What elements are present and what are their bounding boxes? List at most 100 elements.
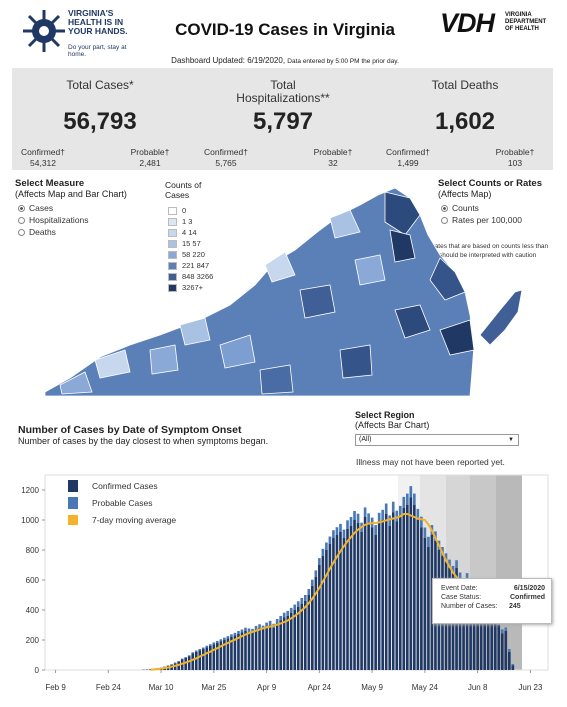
bar xyxy=(490,613,494,670)
bar xyxy=(321,556,325,670)
legend-label: 1 3 xyxy=(182,217,193,226)
rate-options: Counts Rates per 100,000 xyxy=(441,202,522,226)
y-tick-label: 1200 xyxy=(21,486,39,495)
bar xyxy=(493,619,497,670)
bar xyxy=(282,612,286,618)
x-tick-label: Feb 24 xyxy=(96,683,121,692)
radio-label: Cases xyxy=(29,203,54,213)
region-dropdown[interactable]: (All) ▼ xyxy=(355,434,519,446)
map-state xyxy=(44,187,475,397)
kpi-value: 1,602 xyxy=(434,108,496,135)
bar xyxy=(194,652,198,670)
legend-row: 4 14 xyxy=(168,227,213,238)
bar xyxy=(205,647,209,670)
measure-options: Cases Hospitalizations Deaths xyxy=(18,202,89,238)
legend-swatch xyxy=(68,480,78,492)
bar xyxy=(405,505,409,670)
kpi-confirmed-label: Confirmed† xyxy=(21,147,65,157)
lag-band xyxy=(496,475,522,670)
y-tick-label: 600 xyxy=(26,576,40,585)
rate-title: Select Counts or Rates xyxy=(438,178,542,189)
tooltip: Event Date: 6/15/2020 Case Status: Confi… xyxy=(432,578,552,624)
kpi-probable: 103 xyxy=(507,158,523,168)
legend-swatch xyxy=(168,207,177,216)
bar xyxy=(240,629,244,633)
bar xyxy=(279,620,282,670)
bar xyxy=(374,525,377,535)
radio-option[interactable]: Counts xyxy=(441,202,522,214)
bar xyxy=(405,493,409,505)
bar xyxy=(339,523,342,532)
kpi-confirmed: 1,499 xyxy=(397,158,419,168)
bar xyxy=(237,631,240,634)
bar xyxy=(198,650,202,670)
bar xyxy=(384,503,388,514)
radio-option[interactable]: Deaths xyxy=(18,226,89,238)
bar xyxy=(507,649,511,652)
bar xyxy=(398,517,402,670)
bar xyxy=(409,497,413,670)
radio-label: Counts xyxy=(452,203,479,213)
region-subtitle: (Affects Bar Chart) xyxy=(355,420,430,430)
legend-row: 15 57 xyxy=(168,238,213,249)
radio-button[interactable] xyxy=(18,217,25,225)
bar xyxy=(370,527,374,670)
kpi-value: 5,797 xyxy=(252,108,314,135)
bar xyxy=(244,631,247,670)
bar xyxy=(346,529,349,670)
bar xyxy=(209,646,212,670)
legend-row: 1 3 xyxy=(168,216,213,227)
bar xyxy=(342,538,346,670)
bar xyxy=(258,628,261,670)
bar xyxy=(409,486,413,498)
radio-button[interactable] xyxy=(441,217,448,225)
radio-button[interactable] xyxy=(18,229,25,237)
bar xyxy=(187,655,191,657)
bar xyxy=(254,625,258,630)
slogan: VIRGINIA'S HEALTH IS IN YOUR HANDS. xyxy=(68,8,128,36)
legend-swatch xyxy=(168,218,177,227)
bar xyxy=(223,637,226,640)
legend-swatch xyxy=(168,240,177,249)
bar xyxy=(402,496,406,508)
bar xyxy=(381,520,384,670)
legend-label: Probable Cases xyxy=(92,498,152,508)
bar xyxy=(374,535,377,670)
rate-note: Rates that are based on counts less than… xyxy=(430,243,549,259)
bar xyxy=(261,629,265,670)
x-tick-label: Apr 9 xyxy=(257,683,277,692)
bar xyxy=(427,547,430,670)
bar xyxy=(462,586,465,670)
map-legend-title: Counts of Cases xyxy=(165,180,202,200)
bar xyxy=(230,637,233,670)
rate-subtitle: (Affects Map) xyxy=(438,189,492,199)
legend-swatch xyxy=(68,515,78,525)
bar xyxy=(268,620,272,625)
bar xyxy=(279,616,282,621)
bar xyxy=(511,665,515,670)
bar xyxy=(272,628,275,670)
tooltip-count: 245 xyxy=(509,603,521,610)
radio-option[interactable]: Cases xyxy=(18,202,89,214)
radio-option[interactable]: Rates per 100,000 xyxy=(441,214,522,226)
bar xyxy=(395,510,399,522)
legend-swatch xyxy=(168,251,177,260)
bar xyxy=(296,607,300,670)
bar xyxy=(430,535,434,670)
bar xyxy=(226,636,230,639)
bar xyxy=(483,604,487,670)
bar xyxy=(307,595,311,670)
radio-button[interactable] xyxy=(18,205,25,213)
logo-virus xyxy=(23,10,65,52)
bar xyxy=(332,538,335,670)
bar xyxy=(413,493,416,505)
bar xyxy=(388,515,392,526)
bar xyxy=(198,649,202,651)
radio-button[interactable] xyxy=(441,205,448,213)
radio-option[interactable]: Hospitalizations xyxy=(18,214,89,226)
bar xyxy=(504,631,508,670)
bar xyxy=(353,520,356,670)
radio-label: Hospitalizations xyxy=(29,215,89,225)
plot-border xyxy=(44,474,549,671)
